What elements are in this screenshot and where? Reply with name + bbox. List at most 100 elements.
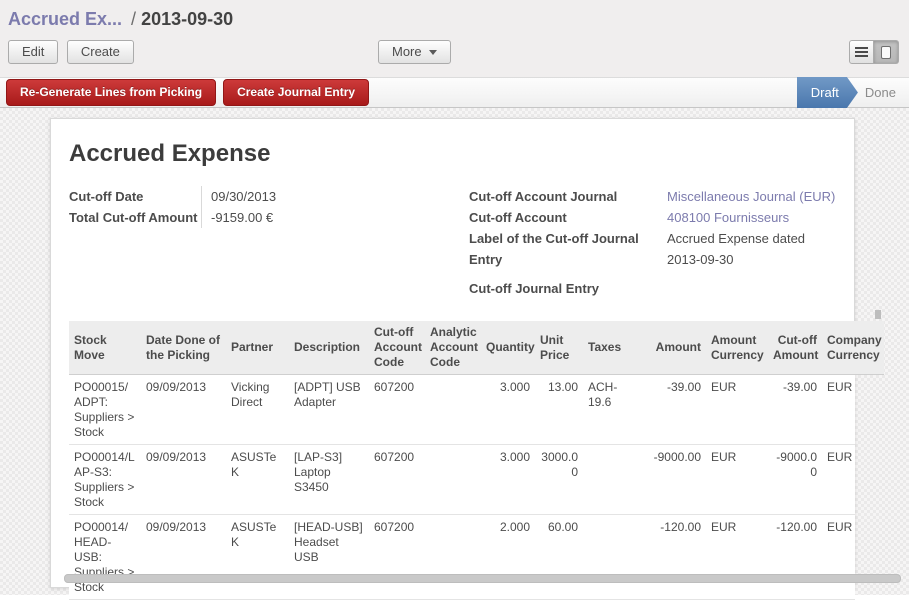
column-header[interactable]: Amount Currency bbox=[706, 321, 768, 375]
table-cell: -120.00 bbox=[643, 515, 706, 600]
table-cell bbox=[583, 445, 643, 515]
field-cutoff-account: Cut-off Account 408100 Fournisseurs bbox=[469, 207, 837, 228]
field-value: -9159.00 € bbox=[201, 207, 273, 228]
table-cell: 607200 bbox=[369, 515, 425, 600]
table-cell: 607200 bbox=[369, 375, 425, 445]
field-label: Label of the Cut-off Journal Entry bbox=[469, 228, 667, 270]
status-bar: Draft Done bbox=[797, 78, 909, 107]
status-done[interactable]: Done bbox=[858, 85, 909, 100]
table-row[interactable]: PO00015/ADPT: Suppliers > Stock09/09/201… bbox=[69, 375, 855, 445]
lines-table: PO00015/ADPT: Suppliers > Stock09/09/201… bbox=[69, 375, 855, 600]
action-bar: Re-Generate Lines from Picking Create Jo… bbox=[0, 77, 909, 108]
breadcrumb: Accrued Ex.../2013-09-30 bbox=[8, 6, 901, 37]
field-cutoff-account-journal: Cut-off Account Journal Miscellaneous Jo… bbox=[469, 186, 837, 207]
table-cell: EUR bbox=[706, 515, 768, 600]
table-cell: 09/09/2013 bbox=[141, 375, 226, 445]
table-cell bbox=[583, 515, 643, 600]
field-total-cutoff-amount: Total Cut-off Amount -9159.00 € bbox=[69, 207, 469, 228]
field-label: Cut-off Account bbox=[469, 207, 667, 228]
table-cell: ACH-19.6 bbox=[583, 375, 643, 445]
horizontal-scrollbar-thumb[interactable] bbox=[64, 574, 901, 583]
column-header[interactable]: Date Done of the Picking bbox=[141, 321, 226, 375]
table-cell: EUR bbox=[706, 445, 768, 515]
table-cell: [HEAD-USB] Headset USB bbox=[289, 515, 369, 600]
column-header[interactable]: Stock Move bbox=[69, 321, 141, 375]
table-cell: PO00014/HEAD-USB: Suppliers > Stock bbox=[69, 515, 141, 600]
status-draft[interactable]: Draft bbox=[797, 77, 858, 108]
table-row[interactable]: PO00014/HEAD-USB: Suppliers > Stock09/09… bbox=[69, 515, 855, 600]
field-label: Cut-off Date bbox=[69, 186, 201, 207]
lines-table-header: Stock MoveDate Done of the PickingPartne… bbox=[69, 321, 884, 375]
regenerate-lines-button[interactable]: Re-Generate Lines from Picking bbox=[6, 79, 216, 106]
page-title: Accrued Expense bbox=[69, 139, 836, 168]
table-cell: ASUSTeK bbox=[226, 515, 289, 600]
table-cell: PO00015/ADPT: Suppliers > Stock bbox=[69, 375, 141, 445]
create-button[interactable]: Create bbox=[67, 40, 134, 64]
chevron-down-icon bbox=[429, 50, 437, 55]
vertical-scrollbar[interactable] bbox=[875, 310, 881, 319]
table-cell: EUR bbox=[822, 515, 855, 600]
column-header[interactable]: Amount bbox=[643, 321, 706, 375]
table-cell: PO00014/LAP-S3: Suppliers > Stock bbox=[69, 445, 141, 515]
field-value-link[interactable]: Miscellaneous Journal (EUR) bbox=[667, 186, 837, 207]
table-cell: 60.00 bbox=[535, 515, 583, 600]
table-cell: EUR bbox=[822, 445, 855, 515]
column-header[interactable]: Description bbox=[289, 321, 369, 375]
column-header[interactable]: Partner bbox=[226, 321, 289, 375]
table-cell: -120.00 bbox=[768, 515, 822, 600]
breadcrumb-parent-link[interactable]: Accrued Ex... bbox=[8, 9, 122, 29]
top-bar: Accrued Ex.../2013-09-30 Edit Create Mor… bbox=[0, 0, 909, 77]
table-row[interactable]: PO00014/LAP-S3: Suppliers > Stock09/09/2… bbox=[69, 445, 855, 515]
column-header[interactable]: Cut-off Amount bbox=[768, 321, 822, 375]
table-cell: [LAP-S3] Laptop S3450 bbox=[289, 445, 369, 515]
list-icon bbox=[855, 47, 868, 57]
column-header[interactable]: Cut-off Account Code bbox=[369, 321, 425, 375]
table-cell: ASUSTeK bbox=[226, 445, 289, 515]
field-value: Accrued Expense dated 2013-09-30 bbox=[667, 228, 837, 270]
table-cell: [ADPT] USB Adapter bbox=[289, 375, 369, 445]
table-cell: -39.00 bbox=[643, 375, 706, 445]
list-view-button[interactable] bbox=[849, 40, 874, 64]
table-body: PO00015/ADPT: Suppliers > Stock09/09/201… bbox=[69, 375, 855, 600]
field-value: 09/30/2013 bbox=[201, 186, 276, 207]
page-background: Accrued Expense Cut-off Date 09/30/2013 … bbox=[0, 108, 909, 595]
table-cell: -9000.00 bbox=[768, 445, 822, 515]
field-value bbox=[667, 278, 837, 299]
more-label: More bbox=[392, 44, 422, 59]
field-cutoff-date: Cut-off Date 09/30/2013 bbox=[69, 186, 469, 207]
breadcrumb-separator: / bbox=[122, 9, 141, 29]
table-cell: -9000.00 bbox=[643, 445, 706, 515]
control-bar: Edit Create More bbox=[8, 37, 901, 77]
lines-table-section: Stock MoveDate Done of the PickingPartne… bbox=[69, 321, 836, 600]
form-view-button[interactable] bbox=[874, 40, 899, 64]
horizontal-scrollbar[interactable] bbox=[64, 574, 901, 583]
table-cell bbox=[425, 515, 481, 600]
table-cell: 09/09/2013 bbox=[141, 515, 226, 600]
breadcrumb-current: 2013-09-30 bbox=[141, 9, 233, 29]
field-label: Total Cut-off Amount bbox=[69, 207, 201, 228]
field-label: Cut-off Account Journal bbox=[469, 186, 667, 207]
table-header-row: Stock MoveDate Done of the PickingPartne… bbox=[69, 321, 884, 375]
table-cell: EUR bbox=[822, 375, 855, 445]
field-value-link[interactable]: 408100 Fournisseurs bbox=[667, 207, 837, 228]
table-cell: 607200 bbox=[369, 445, 425, 515]
field-cutoff-journal-entry: Cut-off Journal Entry bbox=[469, 278, 837, 299]
column-header[interactable]: Quantity bbox=[481, 321, 535, 375]
table-cell: EUR bbox=[706, 375, 768, 445]
form-icon bbox=[881, 46, 891, 59]
field-groups: Cut-off Date 09/30/2013 Total Cut-off Am… bbox=[69, 186, 836, 299]
table-cell: 3.000 bbox=[481, 445, 535, 515]
edit-button[interactable]: Edit bbox=[8, 40, 58, 64]
table-cell: 3000.00 bbox=[535, 445, 583, 515]
table-cell bbox=[425, 375, 481, 445]
column-header[interactable]: Taxes bbox=[583, 321, 643, 375]
column-header[interactable]: Company Currency bbox=[822, 321, 884, 375]
column-header[interactable]: Unit Price bbox=[535, 321, 583, 375]
create-journal-entry-button[interactable]: Create Journal Entry bbox=[223, 79, 369, 106]
field-label: Cut-off Journal Entry bbox=[469, 278, 667, 299]
more-dropdown-button[interactable]: More bbox=[378, 40, 451, 64]
table-cell: 09/09/2013 bbox=[141, 445, 226, 515]
field-group-right: Cut-off Account Journal Miscellaneous Jo… bbox=[469, 186, 837, 299]
view-switcher bbox=[849, 40, 899, 64]
column-header[interactable]: Analytic Account Code bbox=[425, 321, 481, 375]
